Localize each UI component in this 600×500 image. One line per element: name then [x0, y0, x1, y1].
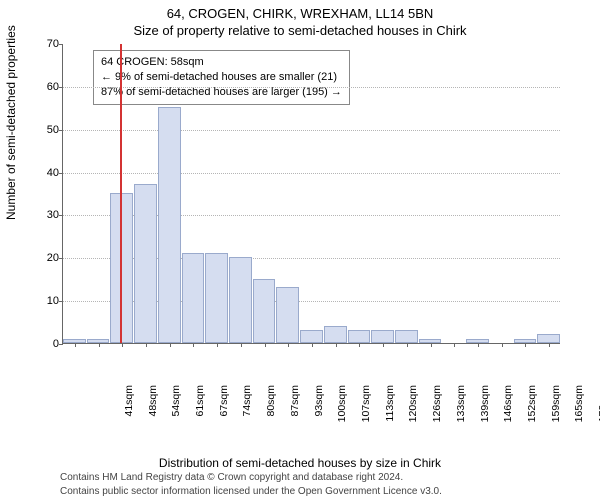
x-tick-mark	[502, 343, 503, 347]
x-tick-label: 54sqm	[170, 385, 182, 435]
y-tick-label: 20	[37, 252, 59, 264]
x-tick-mark	[146, 343, 147, 347]
attribution-line-2: Contains public sector information licen…	[60, 485, 580, 499]
marker-line	[120, 44, 122, 343]
attribution-line-1: Contains HM Land Registry data © Crown c…	[60, 471, 580, 485]
x-tick-label: 80sqm	[265, 385, 277, 435]
x-tick-label: 165sqm	[573, 385, 585, 435]
bar	[134, 184, 157, 343]
gridline-h	[63, 130, 560, 131]
y-tick-label: 40	[37, 167, 59, 179]
bar	[158, 107, 181, 343]
x-tick-label: 100sqm	[336, 385, 348, 435]
y-tick-mark	[59, 344, 63, 345]
page-subtitle: Size of property relative to semi-detach…	[0, 23, 600, 38]
x-tick-mark	[193, 343, 194, 347]
x-tick-mark	[454, 343, 455, 347]
y-tick-mark	[59, 258, 63, 259]
y-tick-mark	[59, 301, 63, 302]
x-tick-label: 113sqm	[384, 385, 396, 435]
bar	[253, 279, 276, 343]
x-tick-mark	[478, 343, 479, 347]
x-tick-mark	[75, 343, 76, 347]
x-tick-mark	[431, 343, 432, 347]
bar	[229, 257, 252, 343]
bar	[537, 334, 560, 343]
x-tick-mark	[265, 343, 266, 347]
x-tick-mark	[549, 343, 550, 347]
x-tick-label: 107sqm	[360, 385, 372, 435]
x-tick-label: 133sqm	[455, 385, 467, 435]
bar	[371, 330, 394, 343]
y-tick-label: 0	[37, 338, 59, 350]
info-line-2: ← 9% of semi-detached houses are smaller…	[101, 70, 342, 85]
x-tick-mark	[383, 343, 384, 347]
x-tick-mark	[312, 343, 313, 347]
y-tick-label: 50	[37, 124, 59, 136]
x-tick-label: 146sqm	[502, 385, 514, 435]
x-tick-mark	[122, 343, 123, 347]
x-tick-mark	[336, 343, 337, 347]
x-tick-mark	[407, 343, 408, 347]
gridline-h	[63, 173, 560, 174]
y-tick-mark	[59, 44, 63, 45]
bar	[324, 326, 347, 343]
x-tick-label: 61sqm	[194, 385, 206, 435]
bar	[110, 193, 133, 343]
y-axis-label: Number of semi-detached properties	[4, 25, 18, 220]
x-tick-label: 126sqm	[431, 385, 443, 435]
x-tick-label: 93sqm	[313, 385, 325, 435]
info-line-1: 64 CROGEN: 58sqm	[101, 55, 342, 70]
gridline-h	[63, 87, 560, 88]
x-tick-label: 48sqm	[147, 385, 159, 435]
x-tick-mark	[241, 343, 242, 347]
y-tick-mark	[59, 173, 63, 174]
bar	[205, 253, 228, 343]
plot-inner: 64 CROGEN: 58sqm ← 9% of semi-detached h…	[62, 44, 560, 344]
x-axis-label: Distribution of semi-detached houses by …	[0, 456, 600, 470]
y-tick-label: 60	[37, 81, 59, 93]
y-tick-label: 70	[37, 38, 59, 50]
x-tick-mark	[217, 343, 218, 347]
x-tick-mark	[99, 343, 100, 347]
info-box: 64 CROGEN: 58sqm ← 9% of semi-detached h…	[93, 50, 350, 105]
plot: 64 CROGEN: 58sqm ← 9% of semi-detached h…	[62, 44, 560, 404]
bar	[182, 253, 205, 343]
x-tick-mark	[359, 343, 360, 347]
x-tick-label: 159sqm	[550, 385, 562, 435]
bar	[395, 330, 418, 343]
x-tick-mark	[525, 343, 526, 347]
x-tick-mark	[170, 343, 171, 347]
y-tick-mark	[59, 215, 63, 216]
y-tick-mark	[59, 130, 63, 131]
x-tick-label: 152sqm	[526, 385, 538, 435]
y-tick-label: 30	[37, 209, 59, 221]
x-tick-label: 74sqm	[241, 385, 253, 435]
bar	[300, 330, 323, 343]
chart-area: 64 CROGEN: 58sqm ← 9% of semi-detached h…	[62, 44, 560, 404]
bar	[276, 287, 299, 343]
x-tick-mark	[288, 343, 289, 347]
y-tick-mark	[59, 87, 63, 88]
y-tick-label: 10	[37, 295, 59, 307]
x-tick-label: 139sqm	[479, 385, 491, 435]
page-title: 64, CROGEN, CHIRK, WREXHAM, LL14 5BN	[0, 6, 600, 21]
attribution: Contains HM Land Registry data © Crown c…	[60, 471, 580, 498]
x-tick-label: 41sqm	[123, 385, 135, 435]
x-tick-label: 67sqm	[218, 385, 230, 435]
bar	[348, 330, 371, 343]
x-tick-label: 120sqm	[407, 385, 419, 435]
x-tick-label: 87sqm	[289, 385, 301, 435]
